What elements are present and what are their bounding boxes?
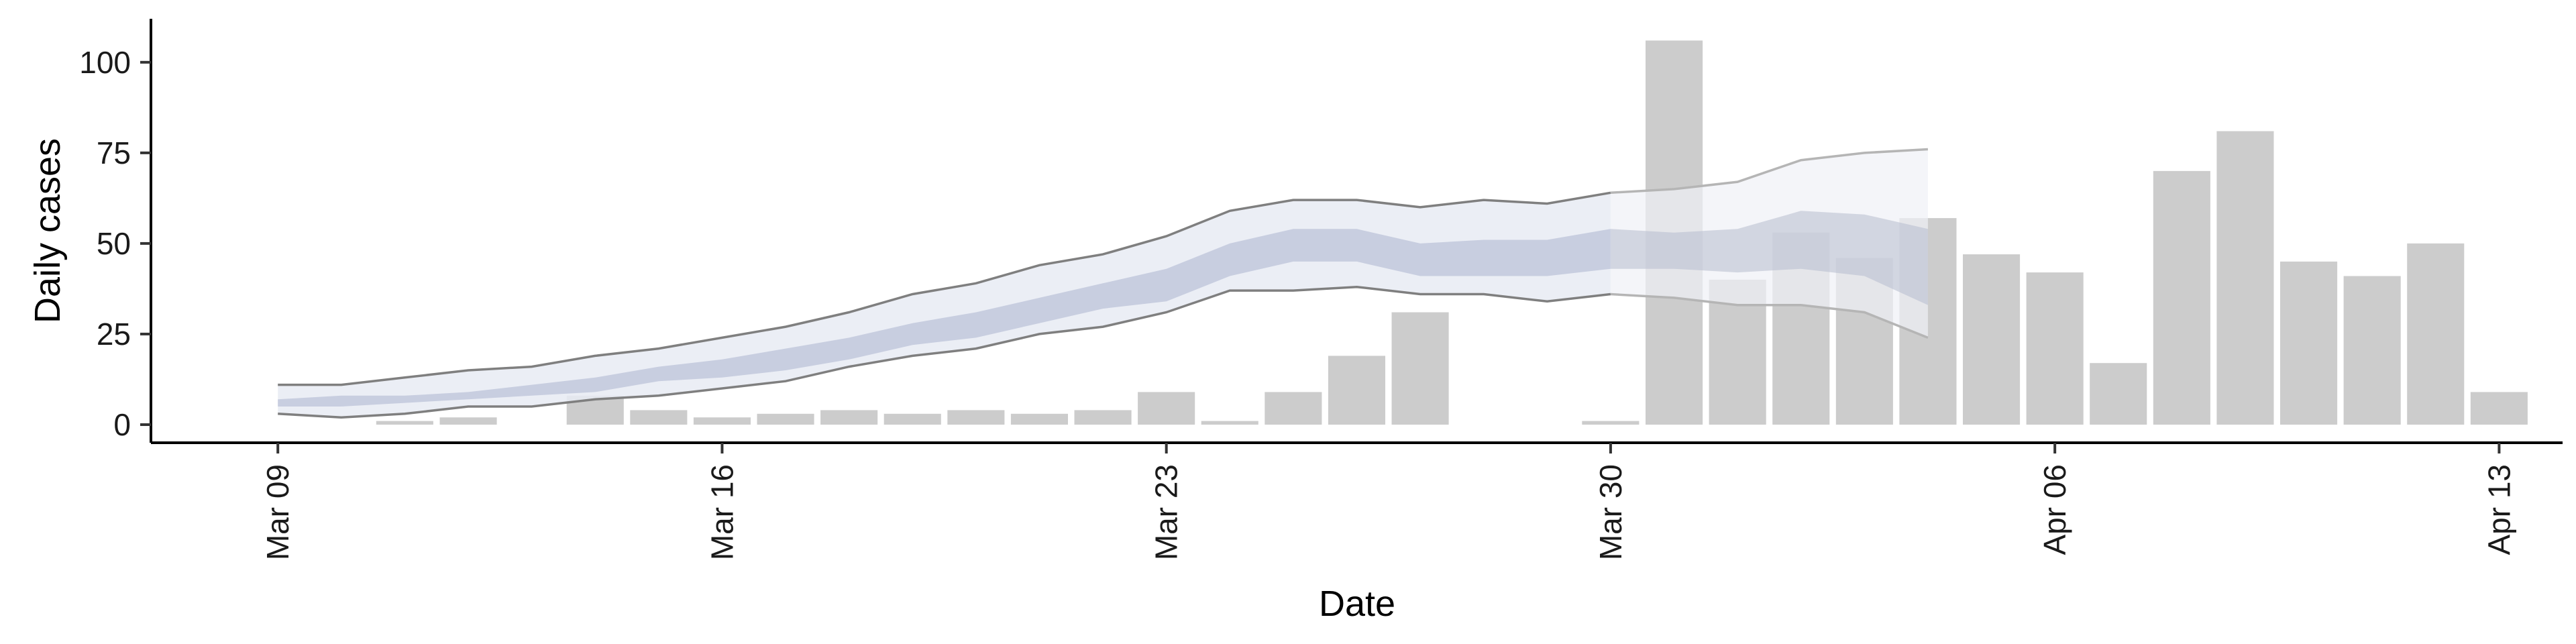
y-axis-ticks: 0 25 50 75 100 [79, 45, 151, 442]
bar-2020-03-20 [947, 410, 1005, 425]
bar-2020-03-18 [820, 410, 878, 425]
bar-2020-03-19 [883, 413, 941, 425]
bar-2020-03-23 [1138, 392, 1195, 425]
bar-2020-04-12 [2407, 243, 2465, 425]
bar-2020-04-10 [2280, 261, 2338, 425]
bar-2020-03-12 [439, 417, 497, 425]
x-tick-label: Mar 30 [1593, 464, 1628, 560]
bar-2020-04-08 [2153, 170, 2210, 425]
bar-2020-03-24 [1201, 421, 1258, 425]
bar-2020-04-13 [2470, 392, 2528, 425]
estimate-band [278, 191, 1611, 419]
bar-2020-03-25 [1265, 392, 1322, 425]
bar-2020-03-22 [1074, 410, 1132, 425]
bar-2020-03-17 [757, 413, 814, 425]
x-tick-label: Apr 13 [2481, 464, 2516, 555]
forecast-lower-line [1610, 292, 1929, 339]
y-tick-label: 75 [97, 136, 131, 170]
bar-2020-03-21 [1010, 413, 1068, 425]
estimate-inner-band [278, 229, 1611, 407]
forecast-inner-band [1610, 211, 1928, 305]
bar-2020-03-27 [1391, 312, 1449, 425]
estimate-lower-line [278, 285, 1611, 419]
axes: 0 25 50 75 100 Mar 09 Mar 16 Mar 23 Mar 30 Apr 0… [79, 19, 2563, 560]
y-tick-label: 25 [97, 317, 131, 352]
x-tick-label: Mar 09 [260, 464, 295, 560]
bar-2020-04-06 [2026, 272, 2084, 425]
x-tick-label: Mar 23 [1149, 464, 1184, 560]
forecast-upper-line [1610, 148, 1928, 195]
y-axis-title: Daily cases [28, 138, 68, 323]
x-axis-title: Date [1319, 584, 1395, 624]
y-tick-label: 0 [113, 407, 131, 442]
x-tick-label: Mar 16 [704, 464, 739, 560]
bar-2020-04-11 [2343, 276, 2401, 425]
bar-2020-04-09 [2216, 131, 2274, 425]
bar-2020-04-05 [1963, 254, 2021, 425]
bar-2020-03-11 [376, 421, 433, 425]
bar-2020-03-16 [693, 417, 751, 425]
x-axis-ticks: Mar 09 Mar 16 Mar 23 Mar 30 Apr 06 Apr 13 [260, 443, 2516, 560]
bar-2020-03-15 [630, 410, 688, 425]
bar-2020-03-30 [1582, 421, 1640, 425]
bar-2020-03-26 [1328, 356, 1385, 425]
y-tick-label: 100 [79, 45, 131, 80]
forecast-band [1610, 148, 1929, 339]
bar-2020-04-07 [2090, 363, 2147, 425]
x-tick-label: Apr 06 [2037, 464, 2072, 555]
estimate-upper-line [278, 191, 1611, 386]
y-tick-label: 50 [97, 226, 131, 261]
